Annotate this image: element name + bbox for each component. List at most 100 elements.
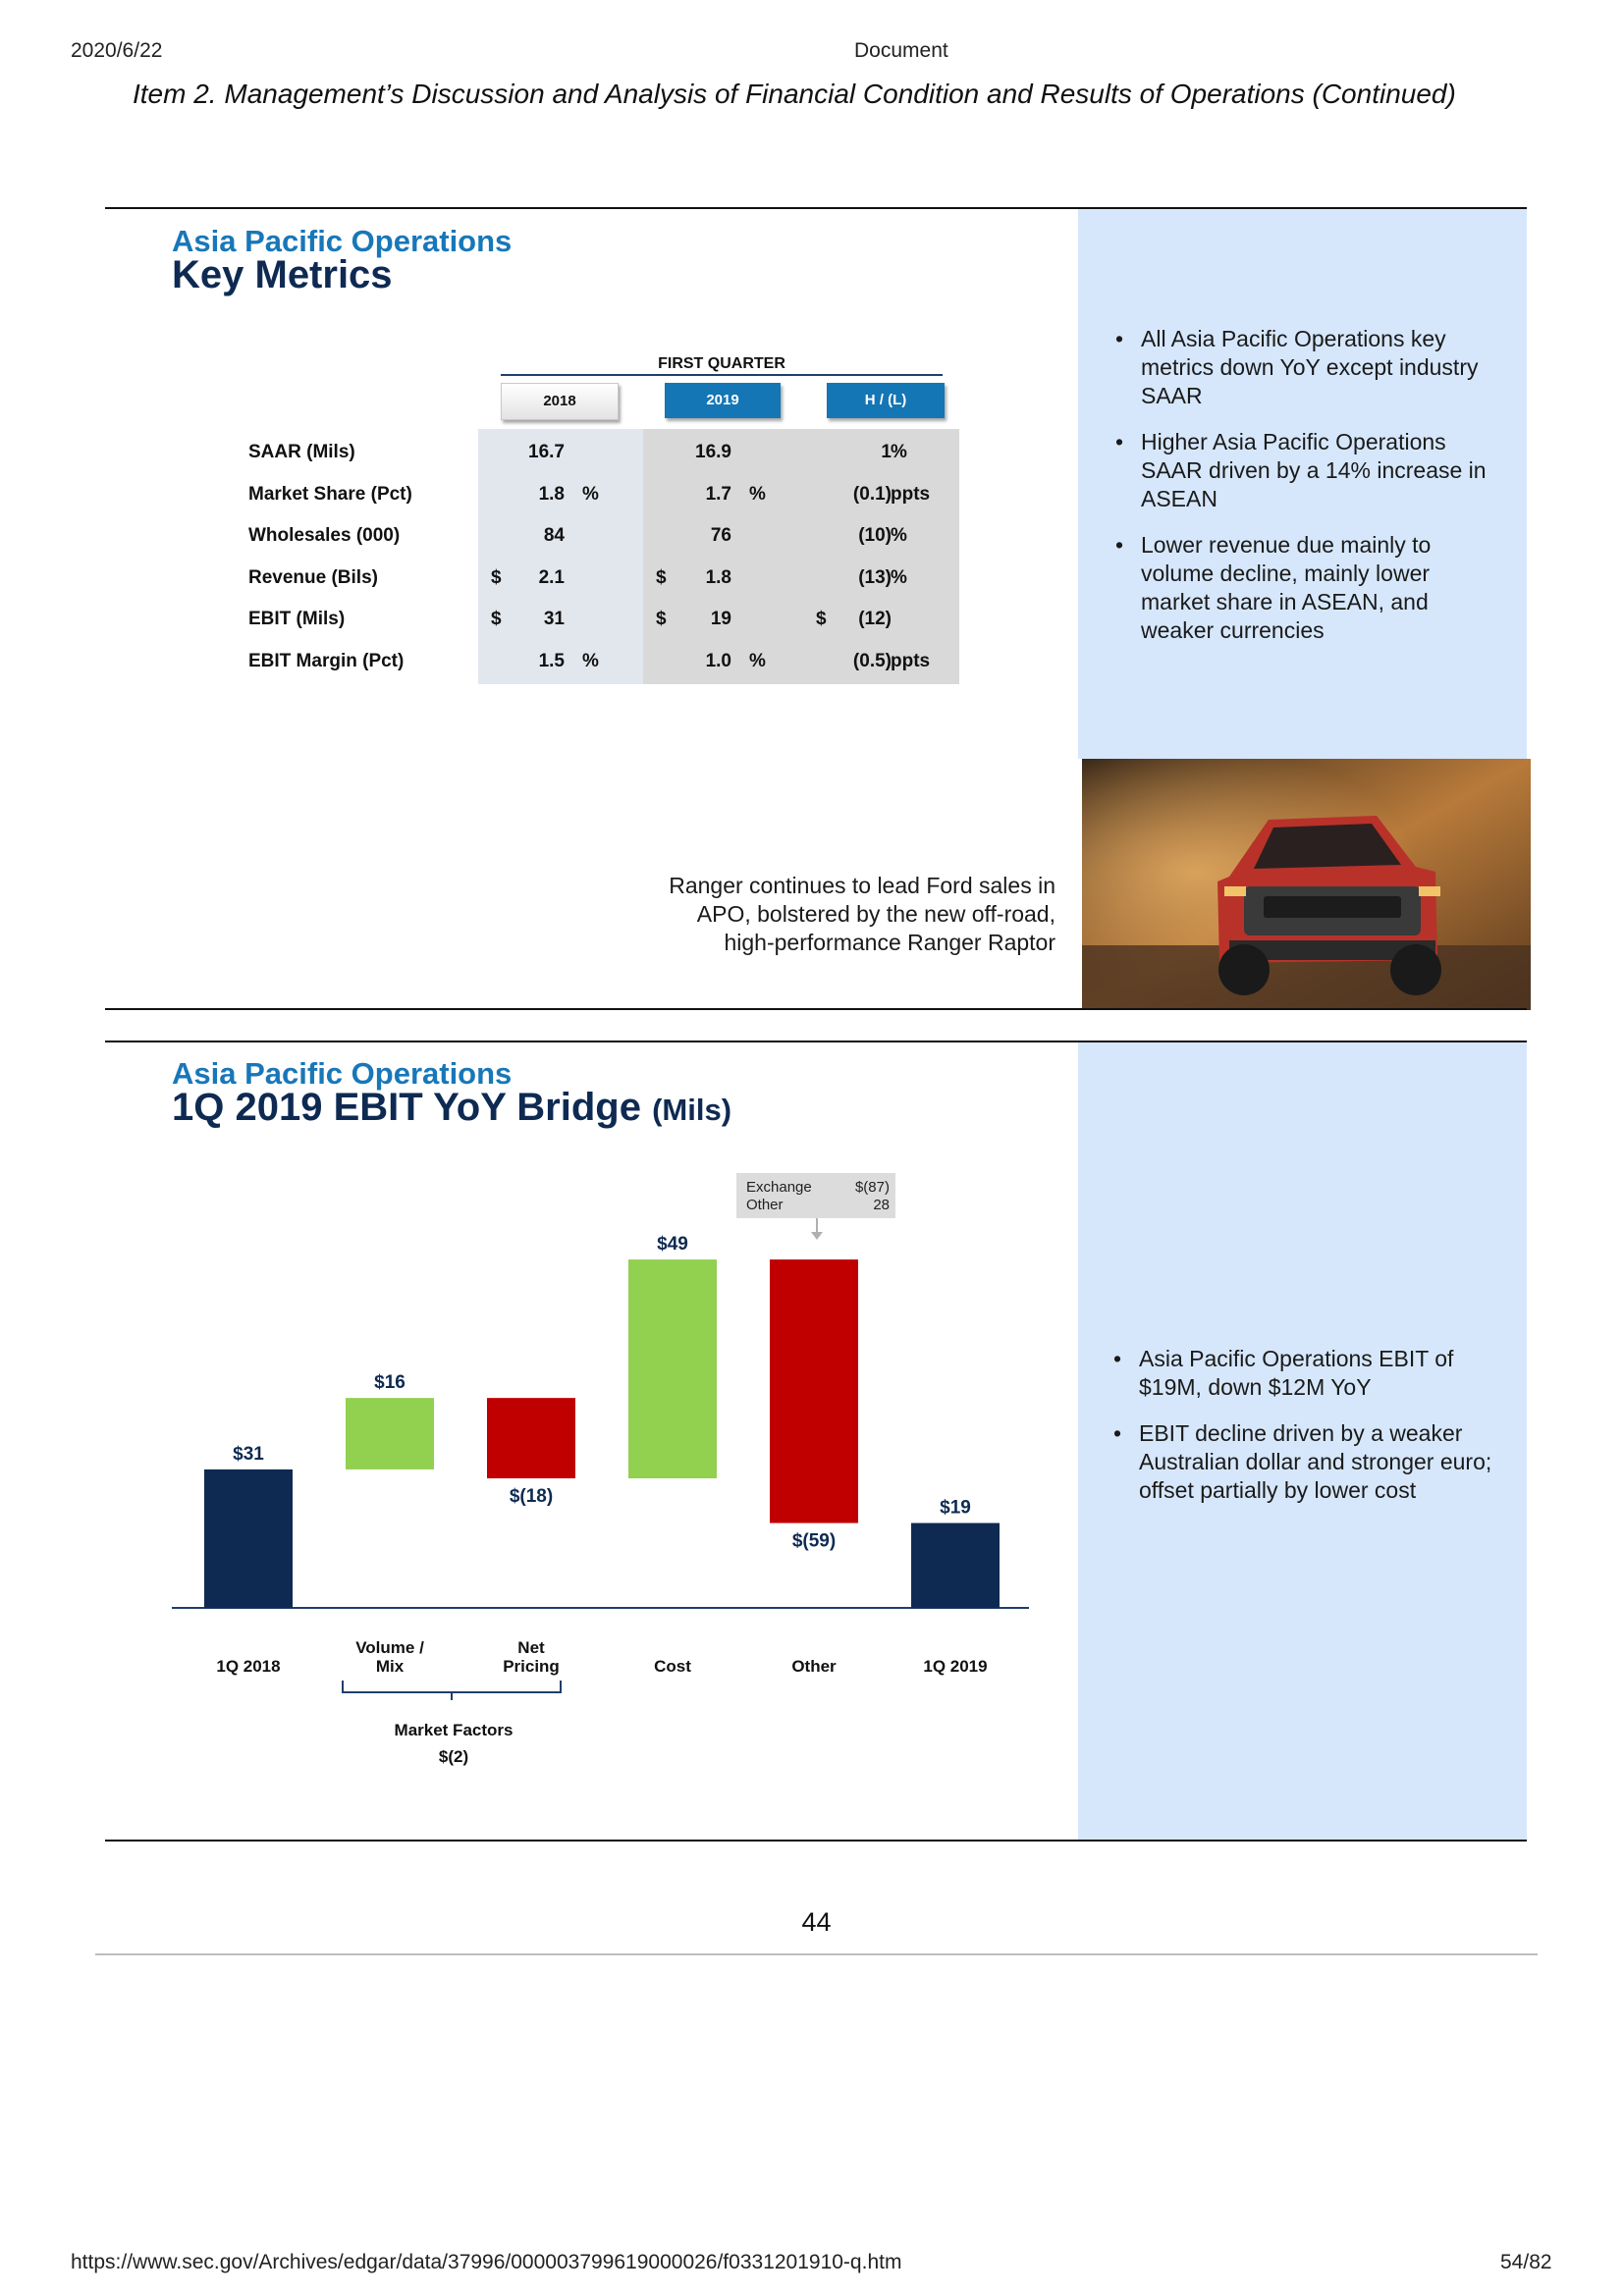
- metric-unit: %: [749, 650, 766, 671]
- bar-value-label: $(18): [510, 1486, 553, 1507]
- photo-caption: Ranger continues to lead Ford sales in A…: [550, 872, 1055, 957]
- first-quarter-label: FIRST QUARTER: [658, 355, 785, 372]
- metric-currency: $: [816, 609, 827, 629]
- metric-currency: $: [656, 566, 667, 588]
- column-header-2018: 2018: [501, 383, 619, 420]
- photo-caption-line: APO, bolstered by the new off-road,: [696, 901, 1055, 927]
- metric-currency: $: [491, 609, 502, 629]
- slide2-bottom-rule: [105, 1840, 1527, 1842]
- document-title: Document: [854, 39, 948, 62]
- photo-caption-line: high-performance Ranger Raptor: [724, 930, 1055, 955]
- metric-value: (0.1): [852, 483, 892, 505]
- bar-volume-mix: [346, 1398, 434, 1469]
- metric-label: Market Share (Pct): [248, 483, 412, 505]
- bridge-bullets: Asia Pacific Operations EBIT of $19M, do…: [1106, 1345, 1498, 1522]
- ebit-bridge-chart: $31 1Q 2018 $16 Volume / Mix $(18) Net Pricing $…: [172, 1234, 1029, 1676]
- bar-cost: [628, 1259, 717, 1479]
- callout-other-value: 28: [873, 1197, 890, 1213]
- metric-value: 19: [710, 609, 731, 629]
- item-title: Item 2. Management’s Discussion and Anal…: [133, 79, 1456, 109]
- metric-unit: %: [749, 483, 766, 505]
- metric-value: 1.8: [705, 566, 731, 588]
- category-label: Volume / Mix: [355, 1638, 424, 1676]
- column-header-change: H / (L): [827, 383, 945, 418]
- category-label: 1Q 2018: [216, 1657, 280, 1676]
- category-label: Net Pricing: [503, 1638, 560, 1676]
- metric-value: 16.9: [695, 442, 731, 462]
- callout-arrow-icon: [811, 1218, 823, 1240]
- ranger-raptor-photo: [1082, 759, 1531, 1010]
- metric-value: 1.5: [538, 650, 565, 671]
- column-band-2018: [478, 429, 643, 684]
- page-count: 54/82: [1500, 2251, 1552, 2273]
- metric-currency: $: [491, 566, 502, 588]
- key-metrics-bullet: Lower revenue due mainly to volume decli…: [1108, 531, 1500, 645]
- metric-currency: $: [656, 609, 667, 629]
- metric-label: Revenue (Bils): [248, 566, 378, 588]
- metric-value: (12): [858, 609, 892, 629]
- bar-value-label: $(59): [792, 1531, 836, 1552]
- bar-net-pricing: [487, 1398, 575, 1479]
- slide1-bottom-rule: [105, 1008, 1527, 1010]
- market-factors-value: $(2): [438, 1747, 469, 1766]
- other-breakdown-callout: Exchange $(87) Other 28: [736, 1173, 895, 1218]
- page-number: 44: [801, 1907, 832, 1937]
- first-quarter-rule: [501, 374, 943, 376]
- metric-unit: ppts: [891, 483, 931, 505]
- bridge-title-units: (Mils): [652, 1093, 732, 1127]
- bar-value-label: $49: [657, 1234, 688, 1255]
- category-label: 1Q 2019: [923, 1657, 987, 1676]
- bridge-title: 1Q 2019 EBIT YoY Bridge (Mils): [172, 1086, 731, 1130]
- callout-exchange-value: $(87): [854, 1179, 890, 1196]
- metric-unit: %: [891, 442, 907, 462]
- metric-value: (13): [858, 566, 892, 588]
- metric-value: 76: [710, 525, 731, 546]
- category-label: Cost: [654, 1657, 691, 1676]
- metric-value: 16.7: [528, 442, 565, 462]
- key-metrics-section-label: Asia Pacific Operations: [172, 224, 513, 258]
- metric-value: 1: [881, 442, 892, 462]
- bar-1q-2019: [911, 1522, 1000, 1608]
- callout-exchange-label: Exchange: [746, 1179, 812, 1196]
- print-date: 2020/6/22: [71, 39, 163, 62]
- footer-rule: [95, 1953, 1538, 1955]
- bar-value-label: $31: [233, 1444, 264, 1465]
- category-label: Other: [791, 1657, 837, 1676]
- bar-value-label: $19: [940, 1498, 971, 1519]
- slide1-top-rule: [105, 207, 1527, 209]
- metric-value: (10): [858, 525, 892, 546]
- metric-value: 1.8: [538, 483, 565, 505]
- metric-value: 2.1: [538, 566, 565, 588]
- source-url: https://www.sec.gov/Archives/edgar/data/…: [71, 2251, 902, 2273]
- bar-value-label: $16: [374, 1372, 406, 1393]
- bar-other: [770, 1259, 858, 1523]
- metric-value: 1.7: [705, 483, 731, 505]
- slide2-top-rule: [105, 1041, 1527, 1042]
- metric-unit: %: [891, 566, 907, 588]
- bridge-bullet: Asia Pacific Operations EBIT of $19M, do…: [1106, 1345, 1498, 1402]
- metric-unit: %: [891, 525, 907, 546]
- callout-other-label: Other: [746, 1197, 784, 1213]
- metric-unit: %: [582, 483, 599, 505]
- bridge-bullet: EBIT decline driven by a weaker Australi…: [1106, 1419, 1498, 1505]
- bar-1q-2018: [204, 1468, 293, 1608]
- metric-unit: %: [582, 650, 599, 671]
- metric-unit: ppts: [891, 650, 931, 671]
- bridge-section-label: Asia Pacific Operations: [172, 1056, 513, 1091]
- key-metrics-bullet: Higher Asia Pacific Operations SAAR driv…: [1108, 428, 1500, 513]
- column-band-2019: [643, 429, 804, 684]
- market-factors-bracket: [342, 1681, 562, 1700]
- key-metrics-bullets: All Asia Pacific Operations key metrics …: [1108, 325, 1500, 663]
- photo-caption-line: Ranger continues to lead Ford sales in: [669, 873, 1055, 898]
- column-header-2019: 2019: [665, 383, 781, 418]
- key-metrics-title: Key Metrics: [172, 253, 393, 296]
- metric-value: 31: [543, 609, 565, 629]
- metric-label: SAAR (Mils): [248, 442, 355, 462]
- metric-label: EBIT (Mils): [248, 609, 346, 629]
- market-factors-label: Market Factors: [394, 1721, 514, 1739]
- key-metrics-bullet: All Asia Pacific Operations key metrics …: [1108, 325, 1500, 410]
- metric-value: 84: [543, 525, 565, 546]
- metric-value: (0.5): [852, 650, 892, 671]
- metric-label: Wholesales (000): [248, 525, 401, 546]
- metric-value: 1.0: [705, 650, 731, 671]
